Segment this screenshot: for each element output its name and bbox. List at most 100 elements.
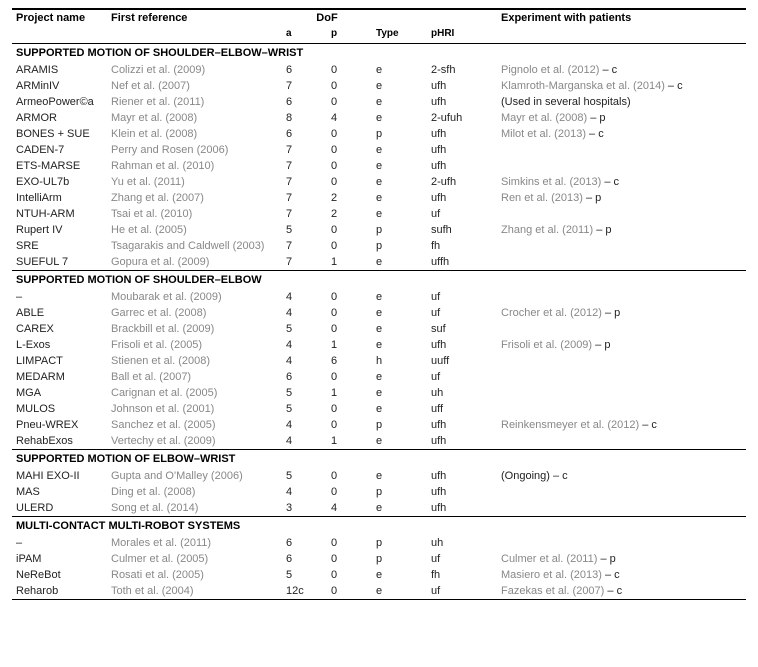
table-row: MEDARMBall et al. (2007)60euf [12,369,746,385]
cell-project: NeReBot [12,567,107,583]
cell-project: MAS [12,484,107,500]
cell-type: e [372,190,427,206]
cell-project: RehabExos [12,433,107,450]
cell-p: 1 [327,385,372,401]
table-row: ARMORMayr et al. (2008)84e2-ufuhMayr et … [12,110,746,126]
cell-type: e [372,110,427,126]
table-row: LIMPACTStienen et al. (2008)46huuff [12,353,746,369]
cell-a: 7 [282,190,327,206]
col-p: p [327,28,372,44]
cell-project: Reharob [12,583,107,600]
cell-p: 0 [327,289,372,305]
cell-a: 5 [282,222,327,238]
cell-experiment [497,142,746,158]
cell-experiment: Ren et al. (2013) – p [497,190,746,206]
cell-p: 0 [327,174,372,190]
cell-p: 0 [327,551,372,567]
cell-firstref: Vertechy et al. (2009) [107,433,282,450]
cell-project: MEDARM [12,369,107,385]
cell-p: 0 [327,484,372,500]
col-firstref: First reference [107,9,282,28]
cell-experiment: Simkins et al. (2013) – c [497,174,746,190]
cell-firstref: Rosati et al. (2005) [107,567,282,583]
table-row: ARAMISColizzi et al. (2009)60e2-sfhPigno… [12,62,746,78]
cell-phri: uf [427,289,497,305]
cell-project: IntelliArm [12,190,107,206]
cell-experiment [497,385,746,401]
cell-experiment: Crocher et al. (2012) – p [497,305,746,321]
cell-project: MAHI EXO-II [12,468,107,484]
cell-p: 4 [327,110,372,126]
cell-type: e [372,289,427,305]
table-row: SRETsagarakis and Caldwell (2003)70pfh [12,238,746,254]
col-project: Project name [12,9,107,28]
cell-experiment [497,535,746,551]
table-row: ARMinIVNef et al. (2007)70eufhKlamroth-M… [12,78,746,94]
cell-experiment [497,484,746,500]
cell-phri: uff [427,401,497,417]
table-row: SUEFUL 7Gopura et al. (2009)71euffh [12,254,746,271]
cell-a: 4 [282,433,327,450]
cell-a: 4 [282,417,327,433]
table-row: RehabExosVertechy et al. (2009)41eufh [12,433,746,450]
cell-experiment [497,254,746,271]
cell-project: ARMinIV [12,78,107,94]
cell-type: e [372,321,427,337]
cell-type: p [372,126,427,142]
cell-project: ABLE [12,305,107,321]
table-row: ABLEGarrec et al. (2008)40eufCrocher et … [12,305,746,321]
cell-firstref: He et al. (2005) [107,222,282,238]
col-exp: Experiment with patients [497,9,746,28]
section-header: SUPPORTED MOTION OF SHOULDER–ELBOW–WRIST [12,44,746,63]
cell-p: 0 [327,238,372,254]
cell-p: 2 [327,190,372,206]
cell-a: 7 [282,142,327,158]
cell-p: 0 [327,417,372,433]
cell-a: 12c [282,583,327,600]
cell-phri: uffh [427,254,497,271]
cell-firstref: Culmer et al. (2005) [107,551,282,567]
cell-project: CAREX [12,321,107,337]
table-row: NeReBotRosati et al. (2005)50efhMasiero … [12,567,746,583]
cell-type: e [372,158,427,174]
cell-p: 6 [327,353,372,369]
cell-a: 5 [282,385,327,401]
cell-experiment [497,353,746,369]
cell-p: 0 [327,158,372,174]
cell-p: 0 [327,126,372,142]
cell-type: e [372,433,427,450]
col-a: a [282,28,327,44]
cell-firstref: Carignan et al. (2005) [107,385,282,401]
cell-firstref: Toth et al. (2004) [107,583,282,600]
cell-firstref: Riener et al. (2011) [107,94,282,110]
cell-type: e [372,500,427,517]
cell-experiment: Milot et al. (2013) – c [497,126,746,142]
cell-phri: ufh [427,468,497,484]
cell-project: BONES + SUE [12,126,107,142]
cell-experiment [497,321,746,337]
cell-type: e [372,337,427,353]
cell-type: e [372,305,427,321]
cell-firstref: Nef et al. (2007) [107,78,282,94]
table-row: MASDing et al. (2008)40pufh [12,484,746,500]
cell-a: 6 [282,369,327,385]
section-header: SUPPORTED MOTION OF ELBOW–WRIST [12,450,746,469]
cell-firstref: Morales et al. (2011) [107,535,282,551]
cell-firstref: Stienen et al. (2008) [107,353,282,369]
cell-firstref: Brackbill et al. (2009) [107,321,282,337]
cell-a: 6 [282,551,327,567]
cell-firstref: Moubarak et al. (2009) [107,289,282,305]
cell-p: 0 [327,468,372,484]
cell-experiment: Culmer et al. (2011) – p [497,551,746,567]
table-row: MGACarignan et al. (2005)51euh [12,385,746,401]
cell-type: p [372,222,427,238]
cell-firstref: Klein et al. (2008) [107,126,282,142]
cell-firstref: Mayr et al. (2008) [107,110,282,126]
cell-phri: ufh [427,337,497,353]
table-row: MAHI EXO-IIGupta and O'Malley (2006)50eu… [12,468,746,484]
table-row: L-ExosFrisoli et al. (2005)41eufhFrisoli… [12,337,746,353]
cell-project: iPAM [12,551,107,567]
cell-experiment [497,369,746,385]
cell-firstref: Garrec et al. (2008) [107,305,282,321]
cell-type: p [372,484,427,500]
